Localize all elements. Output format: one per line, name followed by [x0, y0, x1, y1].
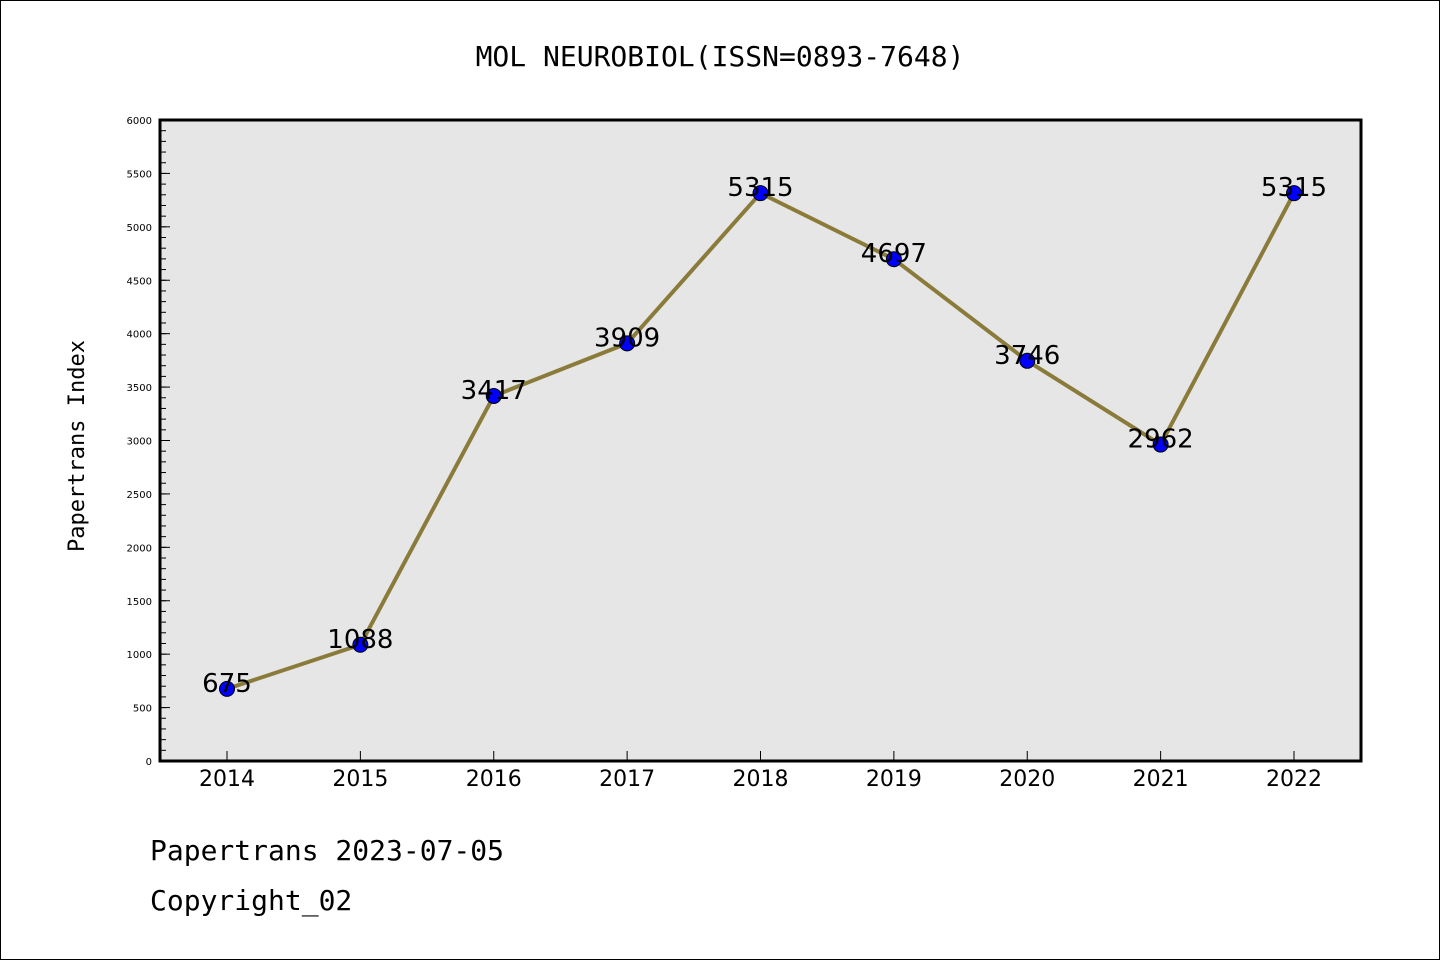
data-point [752, 185, 769, 202]
y-tick-label: 1000 [127, 650, 152, 661]
data-point [1019, 352, 1036, 369]
data-point [219, 680, 235, 697]
data-labels: 675 1088 3417 3909 5315 4697 3746 2962 5315 [202, 173, 1327, 699]
y-tick-label: 1500 [127, 597, 152, 608]
data-point [885, 251, 902, 268]
y-tick-label: 4000 [127, 330, 152, 341]
data-label: 3417 [461, 376, 527, 406]
y-tick-label: 6000 [127, 116, 152, 127]
data-point [485, 387, 502, 404]
data-label: 2962 [1128, 425, 1194, 455]
series-line [219, 185, 1302, 697]
footer-copyright: Copyright_02 [150, 884, 353, 917]
data-label: 5315 [727, 173, 793, 203]
data-label: 675 [202, 669, 252, 699]
y-tick-label: 5500 [127, 169, 152, 180]
y-tick-label: 4500 [127, 276, 152, 287]
footer-date: Papertrans 2023-07-05 [150, 834, 505, 867]
data-point [352, 636, 369, 653]
x-tick-label: 2021 [1133, 767, 1189, 792]
y-tick-label: 3500 [127, 383, 152, 394]
x-tick-label: 2019 [866, 767, 922, 792]
y-tick-label: 3000 [127, 437, 152, 448]
y-tick-label: 5000 [127, 223, 152, 234]
x-tick-label: 2017 [599, 767, 655, 792]
y-tick-label: 500 [133, 704, 152, 715]
x-axis: 2014 2015 2016 2017 2018 2019 2020 2021 2022 [199, 751, 1322, 792]
data-label: 3746 [994, 341, 1060, 371]
y-tick-label: 2000 [127, 543, 152, 554]
data-label: 5315 [1261, 173, 1327, 203]
data-label: 3909 [594, 323, 660, 353]
y-axis: 0 500 1000 1500 2000 2500 3000 3500 4000 4500 5000… [127, 116, 170, 768]
x-tick-label: 2014 [199, 767, 255, 792]
data-label: 1088 [327, 625, 393, 655]
data-point [1152, 436, 1169, 453]
x-tick-label: 2016 [466, 767, 522, 792]
x-tick-label: 2018 [733, 767, 789, 792]
data-point [619, 335, 636, 352]
x-tick-label: 2020 [999, 767, 1055, 792]
y-tick-label: 0 [146, 757, 152, 768]
x-tick-label: 2022 [1266, 767, 1322, 792]
y-tick-label: 2500 [127, 490, 152, 501]
y-axis-label: Papertrans Index [65, 340, 90, 552]
x-tick-label: 2015 [332, 767, 388, 792]
data-point [1286, 185, 1302, 202]
data-label: 4697 [861, 239, 927, 269]
chart-title: MOL NEUROBIOL(ISSN=0893-7648) [476, 40, 965, 73]
